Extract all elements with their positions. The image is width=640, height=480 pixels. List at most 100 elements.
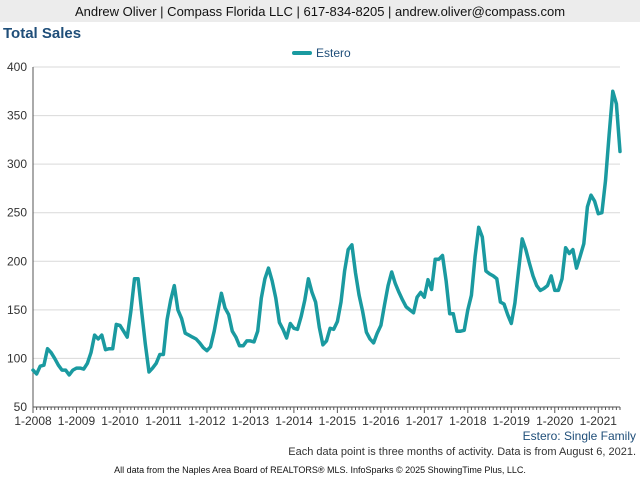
x-tick-label: 1-2014 xyxy=(275,414,313,428)
x-tick-label: 1-2011 xyxy=(145,414,182,428)
data-point xyxy=(314,301,317,304)
data-point xyxy=(209,345,212,348)
legend-label-estero: Estero xyxy=(316,46,351,60)
data-point xyxy=(245,339,248,342)
data-point xyxy=(195,338,198,341)
data-point xyxy=(82,368,85,371)
data-point xyxy=(394,282,397,285)
data-point xyxy=(430,288,433,291)
data-point xyxy=(470,294,473,297)
data-point xyxy=(340,301,343,304)
data-point xyxy=(166,318,169,321)
data-point xyxy=(401,299,404,302)
data-point xyxy=(358,294,361,297)
data-point xyxy=(437,258,440,261)
y-tick-label: 250 xyxy=(7,206,27,220)
data-point xyxy=(158,353,161,356)
data-point xyxy=(336,320,339,323)
contact-info: Andrew Oliver | Compass Florida LLC | 61… xyxy=(74,3,566,19)
data-point xyxy=(575,267,578,270)
data-point xyxy=(412,311,415,314)
data-point xyxy=(289,322,292,325)
data-point xyxy=(590,194,593,197)
x-tick-label: 1-2013 xyxy=(232,414,270,428)
data-point xyxy=(568,252,571,255)
data-point xyxy=(303,299,306,302)
legend-swatch-estero xyxy=(292,51,312,55)
data-point xyxy=(506,313,509,316)
data-point xyxy=(39,365,42,368)
data-point xyxy=(369,338,372,341)
data-point xyxy=(463,329,466,332)
x-tick-label: 1-2017 xyxy=(406,414,444,428)
data-point xyxy=(408,308,411,311)
data-point xyxy=(61,369,64,372)
data-point xyxy=(296,328,299,331)
x-tick-label: 1-2016 xyxy=(362,414,400,428)
data-point xyxy=(517,270,520,273)
y-tick-label: 400 xyxy=(7,60,27,74)
data-point xyxy=(329,327,332,330)
data-point xyxy=(180,317,183,320)
data-point xyxy=(50,351,53,354)
data-point xyxy=(535,284,538,287)
data-point xyxy=(593,200,596,203)
data-point xyxy=(111,347,114,350)
x-tick-label: 1-2008 xyxy=(14,414,52,428)
data-point xyxy=(35,373,38,376)
chart-title: Total Sales xyxy=(3,25,82,42)
data-point xyxy=(455,330,458,333)
data-point xyxy=(64,369,67,372)
data-point xyxy=(282,328,285,331)
data-point xyxy=(32,369,35,372)
footer-credit: All data from the Naples Area Board of R… xyxy=(114,465,526,475)
data-point xyxy=(253,340,256,343)
y-tick-label: 100 xyxy=(7,351,27,365)
data-point xyxy=(398,291,401,294)
series-line-estero xyxy=(31,89,622,377)
data-point xyxy=(503,303,506,306)
data-point xyxy=(46,347,49,350)
x-tick-label: 1-2019 xyxy=(493,414,531,428)
data-point xyxy=(441,254,444,257)
legend: Estero xyxy=(292,45,351,61)
data-point xyxy=(129,310,132,313)
data-point xyxy=(484,270,487,273)
data-point xyxy=(100,334,103,337)
data-point xyxy=(133,277,136,280)
data-point xyxy=(202,346,205,349)
data-point xyxy=(365,331,368,334)
chart-subtitle: Estero: Single Family xyxy=(522,429,636,443)
gridlines xyxy=(33,66,620,359)
axes: 50 100 150 200 250 300 350 400 1-2008 1-2009 1-201… xyxy=(7,60,621,428)
data-point xyxy=(75,367,78,370)
x-tick-label: 1-2015 xyxy=(319,414,357,428)
data-point xyxy=(213,330,216,333)
data-point xyxy=(466,308,469,311)
data-point xyxy=(604,179,607,182)
data-point xyxy=(564,246,567,249)
data-point xyxy=(611,90,614,93)
data-point xyxy=(242,344,245,347)
data-point xyxy=(274,297,277,300)
data-point xyxy=(571,248,574,251)
data-point xyxy=(448,312,451,315)
data-point xyxy=(267,267,270,270)
data-point xyxy=(488,272,491,275)
data-point xyxy=(205,349,208,352)
data-point xyxy=(459,330,462,333)
data-point xyxy=(557,289,560,292)
data-point xyxy=(553,289,556,292)
data-point xyxy=(249,339,252,342)
data-point xyxy=(227,313,230,316)
x-tick-label: 1-2018 xyxy=(449,414,487,428)
x-tick-label: 1-2012 xyxy=(188,414,226,428)
data-point xyxy=(148,371,151,374)
data-point xyxy=(546,284,549,287)
data-point xyxy=(93,334,96,337)
header-bar: Andrew Oliver | Compass Florida LLC | 61… xyxy=(0,0,640,22)
data-point xyxy=(354,271,357,274)
data-point xyxy=(445,279,448,282)
data-point xyxy=(311,291,314,294)
data-point xyxy=(528,262,531,265)
